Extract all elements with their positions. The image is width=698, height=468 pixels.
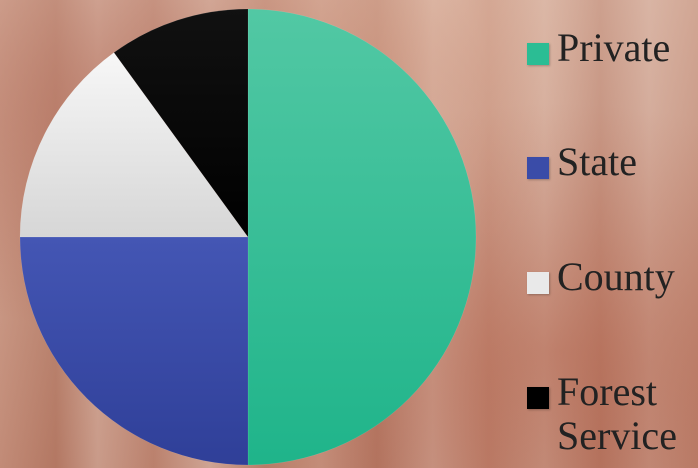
legend-swatch-state bbox=[527, 157, 549, 179]
pie-slice-forest-service bbox=[113, 8, 249, 238]
legend-label-county: County bbox=[557, 254, 675, 299]
legend-swatch-private bbox=[527, 43, 549, 65]
pie-slices bbox=[19, 8, 477, 466]
legend-swatch-forest-service bbox=[527, 387, 549, 409]
legend-label-forest-service: Forest Service bbox=[557, 369, 677, 458]
pie-slice-state bbox=[19, 236, 249, 466]
legend-label-private: Private bbox=[557, 25, 671, 70]
legend-label-state: State bbox=[557, 139, 637, 184]
pie-slice-private bbox=[247, 8, 477, 466]
legend-swatch-county bbox=[527, 272, 549, 294]
pie-slice-county bbox=[19, 52, 249, 238]
